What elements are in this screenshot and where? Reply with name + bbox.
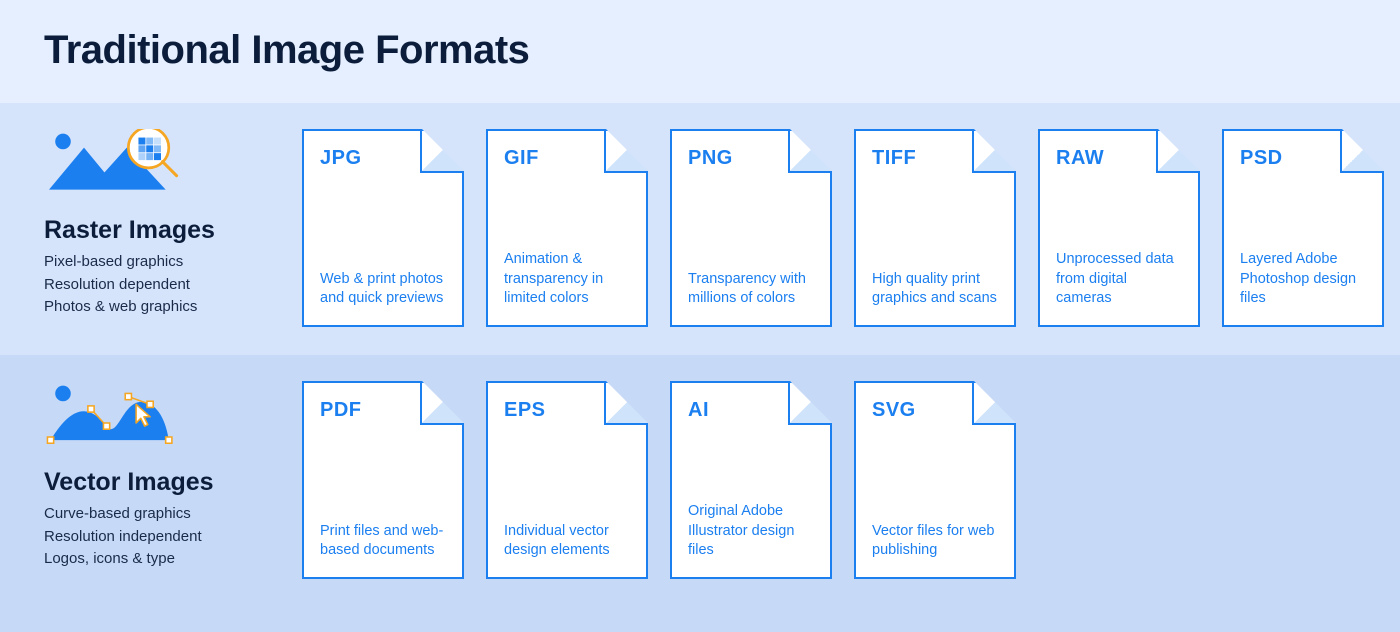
raster-cards: JPG Web & print photos and quick preview…	[302, 129, 1384, 327]
file-desc: Animation & transparency in limited colo…	[504, 250, 630, 309]
file-card-gif: GIF Animation & transparency in limited …	[486, 129, 648, 327]
file-desc: Vector files for web publishing	[872, 522, 998, 561]
section-raster: Raster Images Pixel-based graphics Resol…	[0, 103, 1400, 355]
file-label: RAW	[1056, 147, 1182, 170]
file-desc: Unprocessed data from digital cameras	[1056, 250, 1182, 309]
file-card-png: PNG Transparency with millions of colors	[670, 129, 832, 327]
file-card-eps: EPS Individual vector design elements	[486, 381, 648, 579]
file-desc: High quality print graphics and scans	[872, 270, 998, 309]
section-vector: Vector Images Curve-based graphics Resol…	[0, 355, 1400, 607]
page-title: Traditional Image Formats	[44, 28, 1356, 73]
vector-cards: PDF Print files and web-based documents …	[302, 381, 1356, 579]
file-label: PDF	[320, 399, 446, 422]
file-label: GIF	[504, 147, 630, 170]
file-desc: Print files and web-based documents	[320, 522, 446, 561]
section-raster-title: Raster Images	[44, 216, 302, 245]
section-raster-left: Raster Images Pixel-based graphics Resol…	[44, 129, 302, 319]
file-card-raw: RAW Unprocessed data from digital camera…	[1038, 129, 1200, 327]
section-vector-desc: Curve-based graphics Resolution independ…	[44, 503, 302, 571]
header: Traditional Image Formats	[0, 0, 1400, 103]
vector-image-icon	[44, 381, 194, 451]
file-label: EPS	[504, 399, 630, 422]
file-desc: Layered Adobe Photoshop design files	[1240, 250, 1366, 309]
file-desc: Web & print photos and quick previews	[320, 270, 446, 309]
file-label: SVG	[872, 399, 998, 422]
file-card-ai: AI Original Adobe Illustrator design fil…	[670, 381, 832, 579]
section-raster-desc: Pixel-based graphics Resolution dependen…	[44, 251, 302, 319]
file-label: TIFF	[872, 147, 998, 170]
raster-image-icon	[44, 129, 194, 199]
file-desc: Original Adobe Illustrator design files	[688, 502, 814, 561]
file-card-svg: SVG Vector files for web publishing	[854, 381, 1016, 579]
file-label: JPG	[320, 147, 446, 170]
file-label: PSD	[1240, 147, 1366, 170]
file-card-jpg: JPG Web & print photos and quick preview…	[302, 129, 464, 327]
file-card-pdf: PDF Print files and web-based documents	[302, 381, 464, 579]
file-desc: Transparency with millions of colors	[688, 270, 814, 309]
file-label: PNG	[688, 147, 814, 170]
section-vector-title: Vector Images	[44, 468, 302, 497]
file-label: AI	[688, 399, 814, 422]
file-card-tiff: TIFF High quality print graphics and sca…	[854, 129, 1016, 327]
file-card-psd: PSD Layered Adobe Photoshop design files	[1222, 129, 1384, 327]
section-vector-left: Vector Images Curve-based graphics Resol…	[44, 381, 302, 571]
file-desc: Individual vector design elements	[504, 522, 630, 561]
